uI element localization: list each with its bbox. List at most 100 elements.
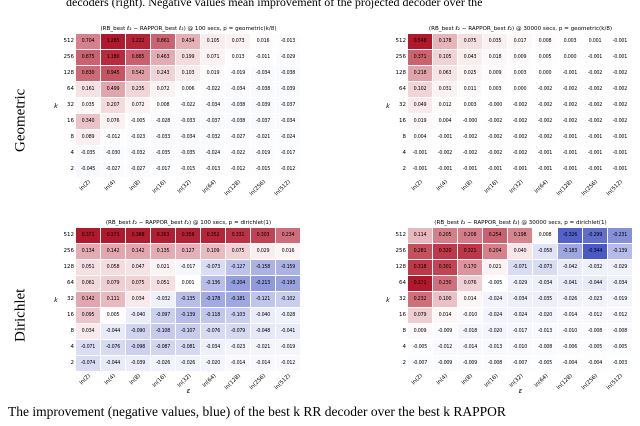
x-tick-label: ln(128)	[223, 179, 243, 198]
x-tick-label: ln(64)	[533, 373, 550, 389]
heatmap-cell: -0.021	[251, 130, 275, 145]
heatmap-cell: -0.118	[201, 308, 225, 323]
heatmap-cell: -0.002	[583, 114, 607, 129]
heatmap-cell: -0.008	[608, 324, 632, 339]
heatmap-cell: -0.004	[583, 356, 607, 371]
heatmap-cell: -0.127	[226, 260, 250, 275]
heatmap-cell: 0.235	[126, 82, 150, 97]
x-tick-label: ln(64)	[533, 179, 550, 195]
x-tick-label: ln(8)	[128, 179, 143, 193]
heatmap-cell: -0.193	[276, 276, 300, 291]
heatmap-cell: 0.331	[226, 228, 250, 243]
x-tick-label: ln(2)	[78, 179, 93, 193]
heatmap-cell: 0.009	[508, 50, 532, 65]
y-tick-label: 16	[67, 118, 74, 124]
heatmap-cell: 0.011	[458, 82, 482, 97]
heatmap-cell: -0.097	[151, 308, 175, 323]
x-tick-label: ln(256)	[248, 179, 268, 198]
heatmap-cell: -0.076	[201, 324, 225, 339]
x-tick-label: ln(128)	[555, 179, 575, 198]
heatmap-cell: -0.000	[458, 114, 482, 129]
heatmap-cell: -0.017	[508, 324, 532, 339]
heatmap-cell: -0.073	[533, 260, 557, 275]
y-axis-ticks: 512 256 128 64 32 16 8 4 2	[60, 34, 76, 178]
heatmap-cell: -0.034	[276, 114, 300, 129]
heatmap-cell: -0.002	[508, 146, 532, 161]
heatmap-cell: -0.018	[458, 324, 482, 339]
heatmap-cell: 0.542	[126, 66, 150, 81]
heatmap-cell: 0.009	[408, 324, 432, 339]
heatmap-cell: 0.363	[151, 228, 175, 243]
chart-title: (RB_best ℓ₂ − RAPPOR_best ℓ₂) @ 100 secs…	[105, 220, 272, 226]
heatmap-cell: -0.001	[608, 162, 632, 177]
x-tick-label: ln(4)	[435, 373, 450, 387]
x-tick-label: ln(32)	[508, 373, 525, 389]
heatmap-cell: -0.001	[608, 50, 632, 65]
heatmap-cell: -0.012	[433, 340, 457, 355]
heatmap-cell: -0.048	[251, 324, 275, 339]
x-tick-label: ln(512)	[605, 179, 625, 198]
heatmap-cell: 0.079	[101, 276, 125, 291]
heatmap-cell: -0.007	[408, 356, 432, 371]
chart-title: (RB_best ℓ₂ − RAPPOR_best ℓ₂) @ 30000 se…	[434, 220, 607, 226]
x-tick-label: ln(8)	[460, 373, 475, 387]
heatmap-cell: -0.002	[583, 98, 607, 113]
heatmap-cell: 0.035	[76, 98, 100, 113]
heatmap-cell: 0.001	[176, 276, 200, 291]
row-label-dirichlet: Dirichlet	[12, 288, 29, 342]
heatmap-cell: -0.033	[176, 114, 200, 129]
heatmap-cell: -0.039	[251, 98, 275, 113]
heatmap-cell: -0.002	[533, 98, 557, 113]
heatmap-cell: -0.034	[251, 66, 275, 81]
heatmap-cell: -0.071	[508, 260, 532, 275]
heatmap-cell: 0.142	[76, 292, 100, 307]
heatmap-cell: -0.098	[126, 340, 150, 355]
heatmap-cell: -0.026	[176, 356, 200, 371]
heatmap-cell: 0.142	[126, 244, 150, 259]
heatmap-cell: -0.009	[433, 324, 457, 339]
y-tick-label: 64	[399, 280, 406, 286]
heatmap-cell: 0.016	[276, 244, 300, 259]
heatmap-cell: -0.044	[583, 276, 607, 291]
heatmap-cell: -0.035	[76, 146, 100, 161]
heatmap-cell: 1.285	[101, 34, 125, 49]
heatmap-cell: -0.001	[583, 146, 607, 161]
heatmap-cell: 0.102	[408, 82, 432, 97]
heatmap-cell: -0.039	[276, 82, 300, 97]
x-tick-label: ln(2)	[78, 373, 93, 387]
heatmap-cell: 0.161	[76, 82, 100, 97]
heatmap-cell: 0.885	[126, 50, 150, 65]
heatmap-cell: -0.037	[276, 98, 300, 113]
heatmap-cell: -0.005	[408, 340, 432, 355]
heatmap-cell: -0.076	[101, 340, 125, 355]
heatmap-cell: -0.012	[101, 130, 125, 145]
heatmap-cell: -0.029	[276, 50, 300, 65]
heatmap-cell: 0.003	[458, 98, 482, 113]
heatmap-cell: -0.001	[583, 130, 607, 145]
heatmap-cell: 0.003	[558, 34, 582, 49]
heatmap-cell: -0.015	[176, 162, 200, 177]
heatmap-cell: -0.001	[558, 146, 582, 161]
heatmap-cell: 0.014	[433, 308, 457, 323]
heatmap-cell: -0.005	[583, 340, 607, 355]
heatmap-cell: -0.035	[533, 292, 557, 307]
heatmap-cell: 0.051	[76, 260, 100, 275]
heatmap-cell: -0.012	[276, 356, 300, 371]
heatmap-cell: -0.034	[201, 98, 225, 113]
heatmap-cell: -0.001	[483, 162, 507, 177]
heatmap-cell: 0.875	[76, 50, 100, 65]
heatmap-cell: -0.009	[433, 356, 457, 371]
heatmap-cell: -0.012	[608, 308, 632, 323]
y-tick-label: 8	[402, 134, 407, 140]
heatmap-cell: -0.001	[533, 146, 557, 161]
heatmap-cell: -0.008	[483, 356, 507, 371]
heatmap-cell: 1.222	[126, 34, 150, 49]
heatmap-cell: -0.074	[76, 356, 100, 371]
heatmap-cell: 0.170	[458, 260, 482, 275]
heatmap-cell: -0.013	[276, 34, 300, 49]
x-tick-label: ln(64)	[201, 179, 218, 195]
heatmap-cell: 0.047	[126, 260, 150, 275]
y-tick-label: 128	[63, 264, 75, 270]
heatmap-cell: 0.029	[251, 244, 275, 259]
y-tick-label: 512	[395, 38, 407, 44]
